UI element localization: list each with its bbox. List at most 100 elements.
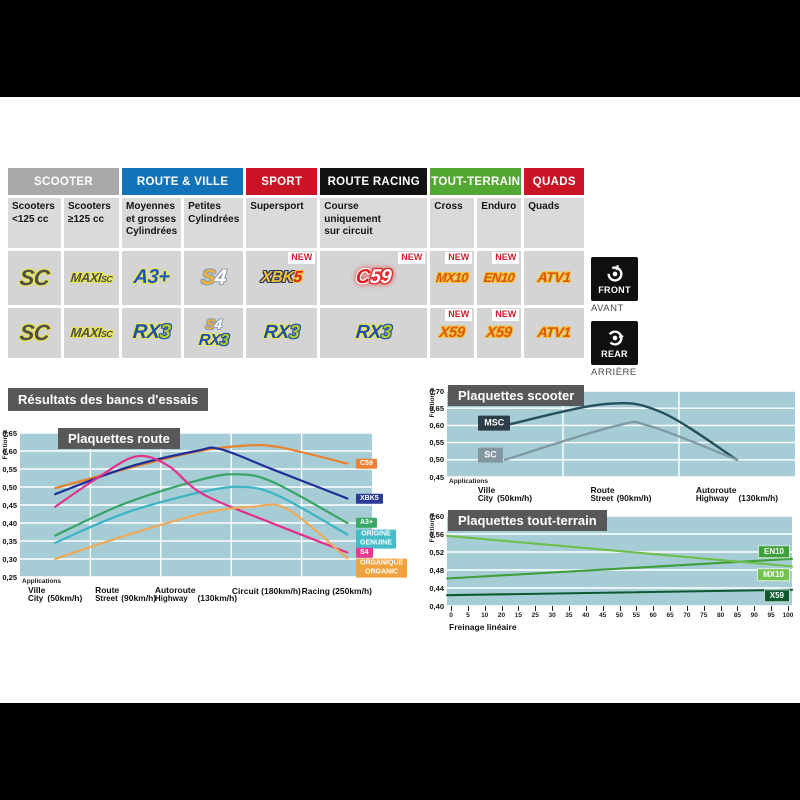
x-tick [552, 606, 554, 611]
y-tick-label: 0,45 [429, 472, 444, 482]
cell-rear-supersport: RX3 [246, 308, 318, 358]
logo-x59: X59 [485, 323, 513, 341]
x-tick [535, 606, 537, 611]
cell-front-scooter-small: SC [8, 251, 61, 305]
x-tick [518, 606, 520, 611]
cell-front-route-racing: NEW C59 [320, 251, 428, 305]
new-badge: NEW [445, 252, 473, 264]
legend-badge-msc: MSC [478, 415, 511, 431]
chart-scooter: 0,70 0,65 0,60 0,55 0,50 0,45 Friction µ Plaque… [428, 383, 800, 509]
cell-front-enduro: NEW EN10 [477, 251, 522, 305]
x-station-circuit: Circuit (180km/h) [231, 586, 301, 596]
x-station-ville: Ville City (50km/h) [28, 585, 83, 604]
legend-badge-a3: A3+ [356, 517, 378, 529]
x-axis-title: Freinage linéaire [449, 622, 517, 632]
chart-title: Plaquettes scooter [448, 385, 585, 406]
sub-header-quads: Quads [524, 198, 585, 248]
x-tick [788, 606, 789, 611]
x-tick-label: 20 [497, 612, 506, 619]
series-line-a3 [54, 473, 349, 537]
group-header-route-ville: ROUTE & VILLE [122, 168, 244, 195]
x-tick-label: 95 [767, 612, 775, 619]
logo-sc: SC [18, 265, 51, 291]
y-tick-label: 0,35 [2, 536, 17, 546]
y-tick-label: 0,40 [2, 518, 17, 528]
y-tick-label: 0,55 [429, 438, 444, 448]
cell-front-cross: NEW MX10 [430, 251, 475, 305]
logo-rx3: RX3 [131, 321, 172, 344]
y-tick-label: 0,40 [429, 601, 444, 611]
product-selector-table: SCOOTER ROUTE & VILLE SPORT ROUTE RACING TOU… [5, 165, 587, 361]
cell-front-route-moyennes: A3+ [122, 251, 182, 305]
y-tick-label: 0,25 [2, 572, 17, 582]
x-tick [501, 606, 503, 611]
rear-label: REAR [601, 348, 628, 359]
y-axis-label: Friction µ [2, 430, 9, 460]
series-line-xbk5 [54, 446, 349, 500]
x-station-autoroute: Autoroute Highway (130km/h) [695, 485, 779, 504]
letterbox-band-bottom [0, 703, 800, 800]
chart-title: Plaquettes route [58, 428, 180, 449]
front-sub-label: AVANT [591, 303, 624, 314]
logo-s4: S4 [200, 265, 228, 289]
chart-route: 0,65 0,60 0,55 0,50 0,45 0,40 0,35 0,30 0,25 Fric… [2, 425, 408, 613]
x-tick-label: 15 [514, 612, 523, 619]
logo-a3: A3+ [132, 266, 171, 289]
rear-disc-badge: REAR [591, 321, 638, 365]
group-header-scooter: SCOOTER [8, 168, 119, 195]
logo-rx3: RX3 [263, 321, 301, 343]
sub-header-enduro: Enduro [477, 198, 522, 248]
x-tick-label: 40 [582, 612, 590, 619]
logo-atv1: ATV1 [537, 324, 572, 341]
series-line-organique-organic [54, 503, 349, 561]
cell-rear-cross: NEW X59 [430, 308, 475, 358]
x-tick [653, 606, 655, 611]
front-disc-icon [606, 264, 623, 282]
x-tick-label: 70 [683, 612, 691, 619]
logo-s4: S4 [204, 315, 223, 332]
y-tick-label: 0,60 [429, 420, 444, 430]
sub-header-supersport: Supersport [246, 198, 318, 248]
new-badge: NEW [288, 252, 316, 264]
legend-badge-x59: X59 [763, 588, 790, 603]
logo-rx3: RX3 [198, 331, 230, 349]
x-tick [720, 606, 722, 611]
new-badge: NEW [445, 309, 473, 321]
sub-header-route-racing: Course uniquement sur circuit [320, 198, 428, 248]
x-tick-label: 100 [782, 612, 794, 619]
x-tick [619, 606, 621, 611]
series-line-s4 [54, 454, 349, 554]
x-tick [568, 606, 570, 611]
sub-header-cross: Cross [430, 198, 475, 248]
new-badge: NEW [492, 309, 520, 321]
x-tick-label: 45 [599, 612, 607, 619]
x-station-racing: Racing (250km/h) [301, 586, 372, 596]
y-tick-label: 0,56 [429, 529, 444, 539]
sub-header-route-petites: Petites Cylindrées [184, 198, 244, 248]
section-heading: Résultats des bancs d'essais [8, 388, 209, 411]
front-label: FRONT [598, 284, 631, 295]
x-tick [467, 606, 469, 611]
x-tick [451, 606, 452, 611]
cell-rear-scooter-small: SC [8, 308, 61, 358]
x-tick-label: 0 [449, 612, 453, 619]
y-tick-label: 0,50 [429, 455, 444, 465]
series-line-mx10 [445, 534, 794, 568]
rear-disc-icon [606, 329, 624, 346]
logo-atv1: ATV1 [537, 269, 572, 286]
x-tick-label: 50 [615, 612, 624, 619]
cell-rear-scooter-big: MAXISC [64, 308, 119, 358]
cell-rear-route-moyennes: RX3 [122, 308, 182, 358]
legend-badge-origine-genuine: ORIGINE GENUINE [356, 529, 396, 549]
x-tick [484, 606, 486, 611]
front-disc-badge: FRONT [591, 257, 638, 301]
logo-c59: C59 [355, 266, 393, 289]
x-station-route: Route Street (90km/h) [590, 485, 652, 504]
x-tick-label: 55 [632, 612, 640, 619]
sub-header-scooter-big: Scooters ≥125 cc [64, 198, 119, 248]
new-badge: NEW [492, 252, 520, 264]
y-tick-label: 0,65 [429, 403, 444, 413]
chart-title: Plaquettes tout-terrain [448, 510, 607, 531]
cell-front-quads: ATV1 [524, 251, 585, 305]
y-tick-label: 0,60 [429, 511, 444, 521]
